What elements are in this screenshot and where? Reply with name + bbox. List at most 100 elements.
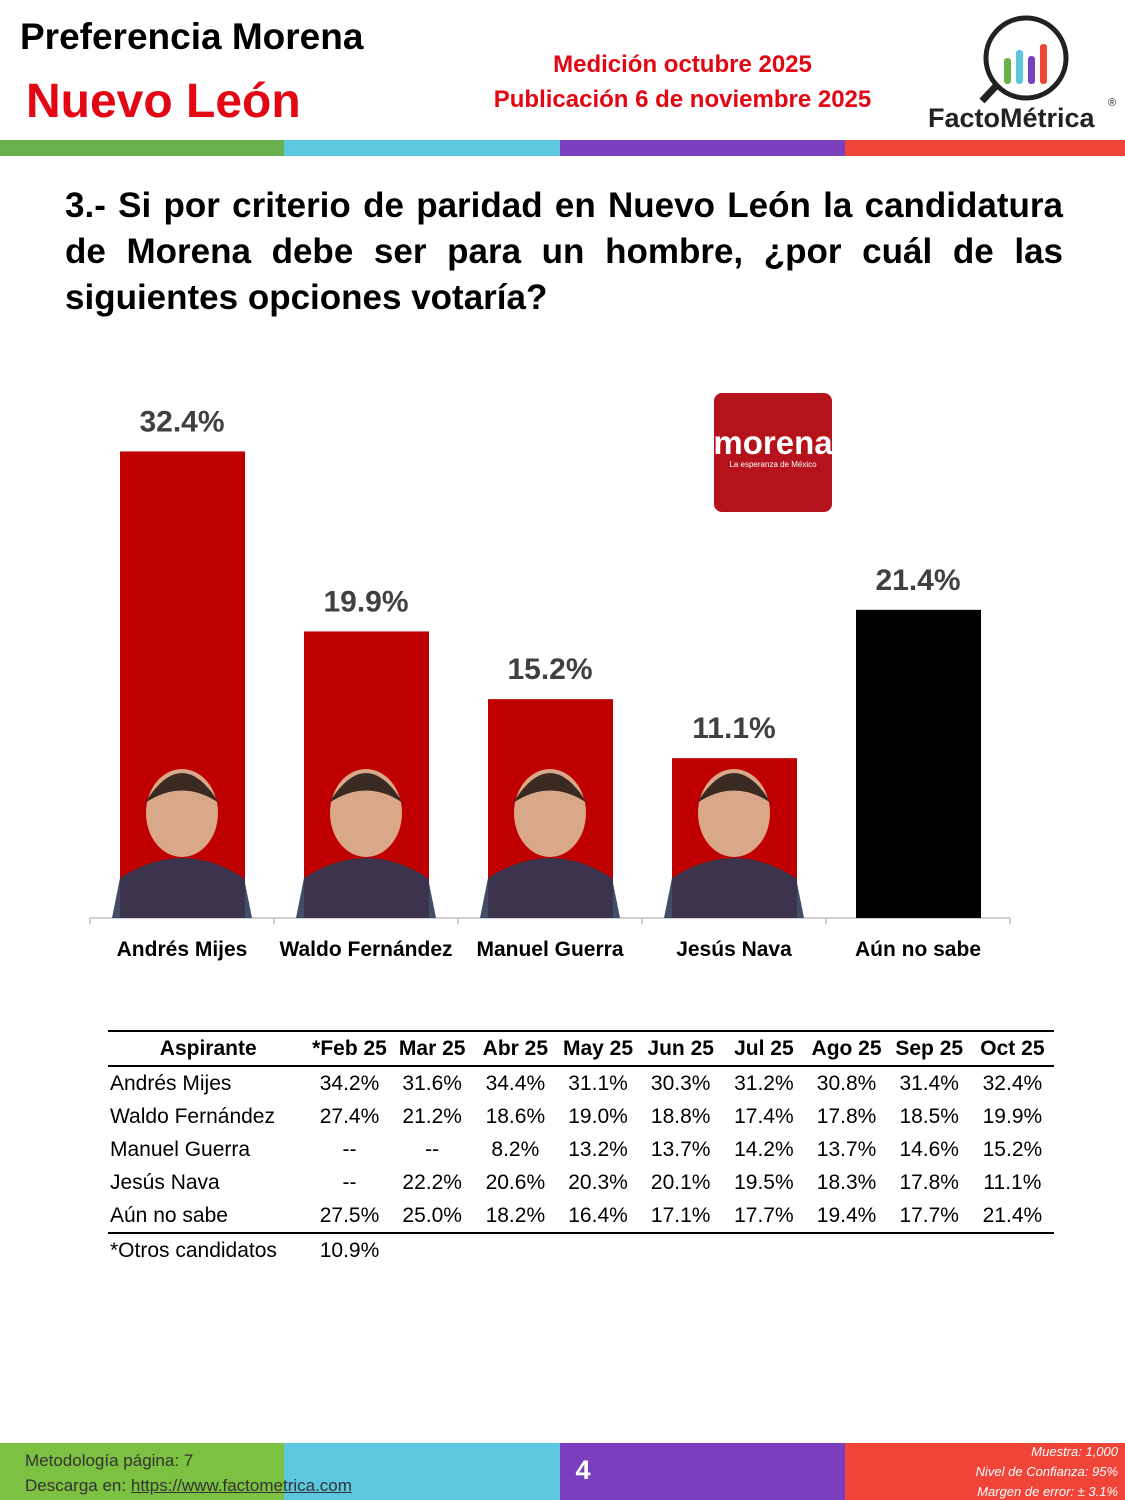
cell: 8.2%	[491, 1137, 540, 1161]
category-label: Aún no sabe	[855, 938, 981, 961]
cell: 30.3%	[650, 1071, 711, 1095]
page-number: 4	[575, 1455, 591, 1485]
portrait-hair	[329, 773, 403, 803]
header-row: Aspirante *Feb 25 Mar 25 Abr 25 May 25 Jun 25…	[108, 1030, 1054, 1067]
cell: 30.8%	[816, 1071, 877, 1095]
cell: 20.3%	[568, 1170, 628, 1194]
row-label: Waldo Fernández	[110, 1104, 275, 1128]
column-header: Jun 25	[639, 1030, 723, 1067]
table-row: Andrés Mijes 34.2% 31.6% 34.4% 31.1% 30.3% 31.…	[108, 1066, 1054, 1100]
cell: 13.7%	[816, 1137, 877, 1161]
cell: 13.2%	[568, 1137, 628, 1161]
cell: 19.5%	[734, 1170, 794, 1194]
measurement: Medición octubre 2025	[553, 51, 812, 78]
column-header: *Feb 25	[308, 1030, 391, 1067]
footer-stripe	[845, 1443, 1125, 1500]
cell: 20.6%	[485, 1170, 546, 1194]
row-label: Jesús Nava	[110, 1170, 220, 1194]
cell: 18.3%	[816, 1170, 877, 1194]
cell: 14.6%	[899, 1137, 959, 1161]
value-label: 19.9%	[323, 585, 408, 618]
download-link[interactable]: https://www.factometrica.com	[130, 1476, 352, 1495]
cell: 17.4%	[734, 1104, 794, 1128]
cell: 18.2%	[473, 1199, 557, 1234]
value-label: 32.4%	[139, 405, 224, 438]
cell: 17.8%	[899, 1170, 959, 1194]
cell: 18.6%	[485, 1104, 546, 1128]
cell: 17.8%	[816, 1104, 877, 1128]
table-row: Jesús Nava -- 22.2% 20.6% 20.3% 20.1% 19.5% 18.…	[108, 1166, 1054, 1199]
footnote: 10.9%	[319, 1238, 380, 1262]
question: 3.- Si por criterio de paridad en Nuevo …	[65, 186, 1063, 317]
portrait-shoulders	[664, 858, 804, 918]
column-header: Mar 25	[390, 1030, 474, 1067]
column-header: Jul 25	[722, 1030, 806, 1067]
table-row: Manuel Guerra -- -- 8.2% 13.2% 13.7% 14.2% 13.7…	[108, 1133, 1054, 1166]
cell: 31.6%	[402, 1071, 462, 1095]
cell: 19.4%	[805, 1199, 888, 1234]
cell: 31.1%	[568, 1071, 628, 1095]
stripe	[0, 140, 284, 156]
portrait-hair	[513, 773, 587, 803]
cell: 19.0%	[568, 1104, 628, 1128]
portrait-hair	[697, 773, 771, 803]
footer-stripe	[0, 1443, 284, 1500]
registered: ®	[1108, 97, 1117, 109]
cell: 20.1%	[650, 1170, 711, 1194]
portrait-shoulders	[480, 858, 620, 918]
footnote: *Otros candidatos	[110, 1238, 277, 1262]
column-header: Abr 25	[473, 1030, 557, 1067]
cell: --	[342, 1170, 357, 1194]
row-label: Aún no sabe	[108, 1199, 309, 1234]
title: Preferencia Morena	[20, 16, 364, 57]
cell: 34.4%	[485, 1071, 546, 1095]
column-header: Aspirante	[108, 1030, 309, 1067]
footer-stripe	[284, 1443, 560, 1500]
download-label: Descarga en:	[25, 1476, 127, 1495]
portrait-shoulders	[296, 858, 436, 918]
error-margin: Margen de error: ± 3.1%	[977, 1484, 1118, 1499]
portrait-hair	[145, 773, 219, 803]
cell: 25.0%	[390, 1199, 474, 1234]
methodology: Metodología página: 7	[25, 1451, 194, 1470]
value-label: 11.1%	[692, 712, 775, 745]
cell: 17.1%	[639, 1199, 723, 1234]
row-label: Manuel Guerra	[110, 1137, 251, 1161]
footer-stripe	[560, 1443, 845, 1500]
chart: morena La esperanza de México 32.4% André…	[89, 393, 1011, 961]
value-label: 21.4%	[875, 564, 960, 597]
cell: 18.5%	[899, 1104, 959, 1128]
row-label: Andrés Mijes	[110, 1071, 232, 1095]
brand: FactoMétrica	[928, 103, 1095, 133]
cell: 27.5%	[308, 1199, 391, 1234]
cell: 15.2%	[982, 1137, 1043, 1161]
bar	[856, 609, 981, 918]
category-label: Jesús Nava	[676, 938, 792, 961]
cell: --	[425, 1137, 440, 1161]
column-header: Sep 25	[887, 1030, 971, 1067]
cell: 31.4%	[899, 1071, 959, 1095]
column-header: Ago 25	[805, 1030, 888, 1067]
confidence: Nivel de Confianza: 95%	[975, 1464, 1118, 1479]
sample: Muestra: 1,000	[1031, 1444, 1118, 1459]
cell: 13.7%	[650, 1137, 711, 1161]
cell: 17.7%	[887, 1199, 971, 1234]
cell: 32.4%	[982, 1071, 1043, 1095]
cell: 19.9%	[982, 1104, 1043, 1128]
cell: 31.2%	[734, 1071, 794, 1095]
cell: 14.2%	[734, 1137, 794, 1161]
cell: 27.4%	[319, 1104, 380, 1128]
value-label: 15.2%	[507, 653, 592, 686]
cell: 17.7%	[722, 1199, 806, 1234]
stripe	[284, 140, 560, 156]
history-table: Aspirante *Feb 25 Mar 25 Abr 25 May 25 Jun 25…	[108, 1030, 1054, 1267]
cell: 16.4%	[556, 1199, 640, 1234]
table-row: Aún no sabe 27.5% 25.0% 18.2% 16.4% 17.1% 17.7…	[108, 1199, 1054, 1234]
logo-tagline: La esperanza de México	[729, 460, 817, 469]
footnote-row: *Otros candidatos 10.9%	[108, 1233, 1054, 1267]
cell: 34.2%	[319, 1071, 380, 1095]
portrait-shoulders	[112, 858, 252, 918]
cell: --	[342, 1137, 357, 1161]
cell: 21.2%	[402, 1104, 462, 1128]
